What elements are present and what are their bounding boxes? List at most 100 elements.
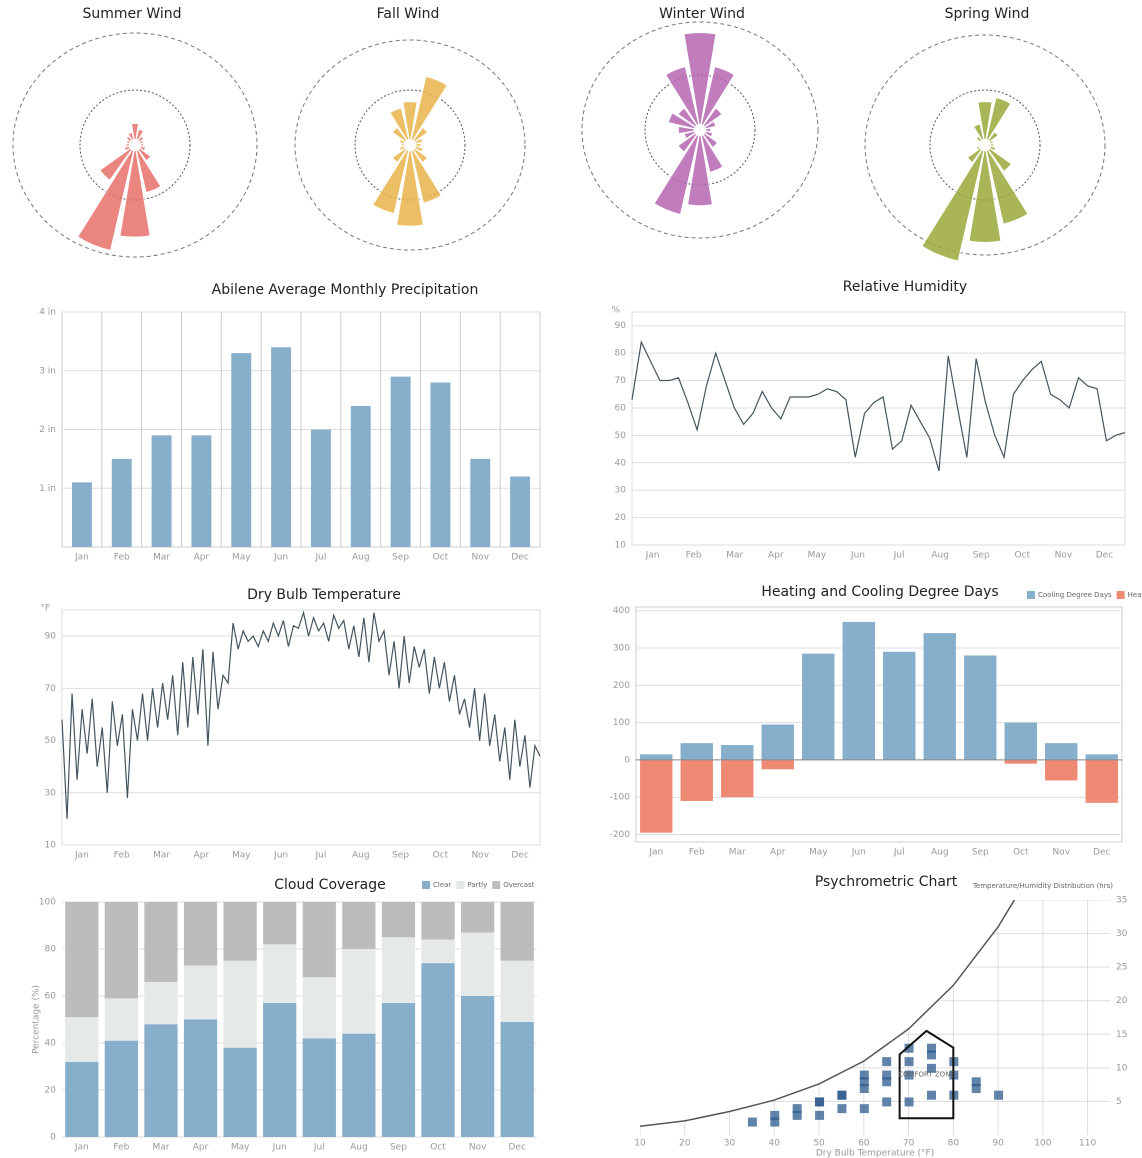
y-axis-label: °F bbox=[40, 604, 50, 614]
y-tick-label: 30 bbox=[1116, 929, 1128, 939]
petal bbox=[968, 144, 1002, 243]
x-tick-label: Jul bbox=[893, 848, 905, 858]
legend-swatch bbox=[1116, 591, 1125, 599]
bar bbox=[923, 633, 956, 760]
psychro-plot bbox=[640, 900, 1110, 1135]
petal bbox=[699, 129, 719, 149]
heat-cell bbox=[747, 1117, 757, 1127]
bar bbox=[510, 476, 531, 547]
legend-swatch bbox=[1027, 591, 1035, 599]
heat-cell bbox=[859, 1104, 869, 1114]
bar bbox=[1085, 759, 1118, 803]
plot-frame bbox=[61, 609, 541, 846]
x-tick-label: Feb bbox=[113, 1143, 129, 1153]
heat-cell bbox=[859, 1070, 869, 1080]
y-tick-label: 80 bbox=[45, 945, 57, 955]
legend-swatch bbox=[422, 881, 430, 889]
line bbox=[631, 340, 1126, 472]
petal bbox=[677, 129, 701, 153]
petal bbox=[966, 144, 986, 164]
x-tick-label: Nov bbox=[1055, 551, 1073, 561]
y-tick-label: 90 bbox=[45, 632, 57, 642]
chart-title: Cloud Coverage bbox=[274, 877, 386, 893]
bar bbox=[721, 745, 754, 760]
x-tick-label: Jun bbox=[850, 551, 865, 561]
heat-cell bbox=[837, 1104, 847, 1114]
plot-frame bbox=[631, 311, 1126, 546]
heat-cell bbox=[815, 1110, 825, 1120]
heat-cell bbox=[926, 1043, 936, 1053]
y-tick-label: 2 in bbox=[39, 425, 56, 435]
petal bbox=[76, 144, 136, 252]
x-tick-label: Sep bbox=[972, 848, 989, 858]
y-tick-label: 100 bbox=[613, 718, 630, 728]
bar-segment bbox=[421, 963, 455, 1137]
x-tick-label: 60 bbox=[858, 1139, 870, 1149]
y-tick-label: 15 bbox=[1116, 1030, 1127, 1040]
outer-ring bbox=[12, 32, 258, 258]
bar bbox=[350, 406, 371, 547]
x-tick-label: Oct bbox=[1015, 551, 1031, 561]
petal bbox=[389, 107, 411, 146]
x-tick-label: Aug bbox=[350, 1143, 368, 1153]
heat-cell bbox=[971, 1077, 981, 1087]
petal bbox=[699, 66, 736, 131]
heat-cell bbox=[770, 1110, 780, 1120]
x-tick-label: Apr bbox=[194, 553, 210, 563]
bar bbox=[1004, 759, 1037, 764]
bar bbox=[1045, 743, 1078, 760]
x-tick-label: Jun bbox=[273, 553, 288, 563]
legend-label: Partly bbox=[467, 881, 487, 889]
petal bbox=[396, 144, 424, 227]
x-tick-label: Nov bbox=[471, 851, 489, 861]
petal bbox=[99, 144, 136, 181]
x-tick-label: Mar bbox=[729, 848, 746, 858]
bar-segment bbox=[381, 937, 416, 1004]
x-tick-label: Jan bbox=[74, 553, 89, 563]
bar bbox=[680, 743, 713, 760]
petal bbox=[984, 96, 1012, 146]
comfort-zone-label: COMFORT ZONE bbox=[898, 1071, 955, 1079]
dry-region bbox=[640, 900, 1015, 1127]
y-axis-label: Percentage (%) bbox=[32, 985, 42, 1054]
bar bbox=[71, 482, 92, 547]
x-tick-label: Aug bbox=[352, 553, 370, 563]
heat-cell bbox=[792, 1104, 802, 1114]
x-tick-label: Sep bbox=[973, 551, 990, 561]
chart-title: Summer Wind bbox=[82, 6, 181, 22]
petal bbox=[977, 101, 993, 146]
petal bbox=[119, 144, 151, 238]
bar-segment bbox=[381, 902, 416, 938]
y-tick-label: 70 bbox=[45, 684, 57, 694]
petal bbox=[664, 66, 701, 131]
x-tick-label: Mar bbox=[726, 551, 743, 561]
x-tick-label: Jan bbox=[645, 551, 660, 561]
x-tick-label: Apr bbox=[194, 851, 210, 861]
bar bbox=[111, 458, 132, 547]
petal bbox=[402, 101, 418, 146]
y-tick-label: 30 bbox=[615, 486, 627, 496]
chart-title: Spring Wind bbox=[945, 6, 1030, 22]
x-tick-label: Apr bbox=[768, 551, 784, 561]
heat-cell bbox=[882, 1070, 892, 1080]
x-tick-label: Oct bbox=[430, 1143, 446, 1153]
y-tick-label: 300 bbox=[613, 644, 630, 654]
petal bbox=[984, 144, 1013, 173]
bar-segment bbox=[223, 902, 257, 961]
heat-cell bbox=[904, 1070, 914, 1080]
x-tick-label: May bbox=[808, 551, 827, 561]
bar bbox=[430, 382, 451, 547]
x-tick-label: Dec bbox=[511, 851, 528, 861]
legend-label: Clear bbox=[433, 881, 451, 889]
x-tick-label: Jun bbox=[851, 848, 866, 858]
x-tick-label: Oct bbox=[433, 553, 449, 563]
bar bbox=[680, 759, 713, 801]
petal bbox=[372, 144, 411, 215]
bar-segment bbox=[500, 902, 534, 961]
y-tick-label: 25 bbox=[1116, 963, 1127, 973]
bar-segment bbox=[104, 902, 138, 999]
x-tick-label: Jul bbox=[314, 553, 326, 563]
heat-cell bbox=[904, 1043, 914, 1053]
x-tick-label: 100 bbox=[1034, 1139, 1051, 1149]
petal bbox=[667, 112, 701, 131]
